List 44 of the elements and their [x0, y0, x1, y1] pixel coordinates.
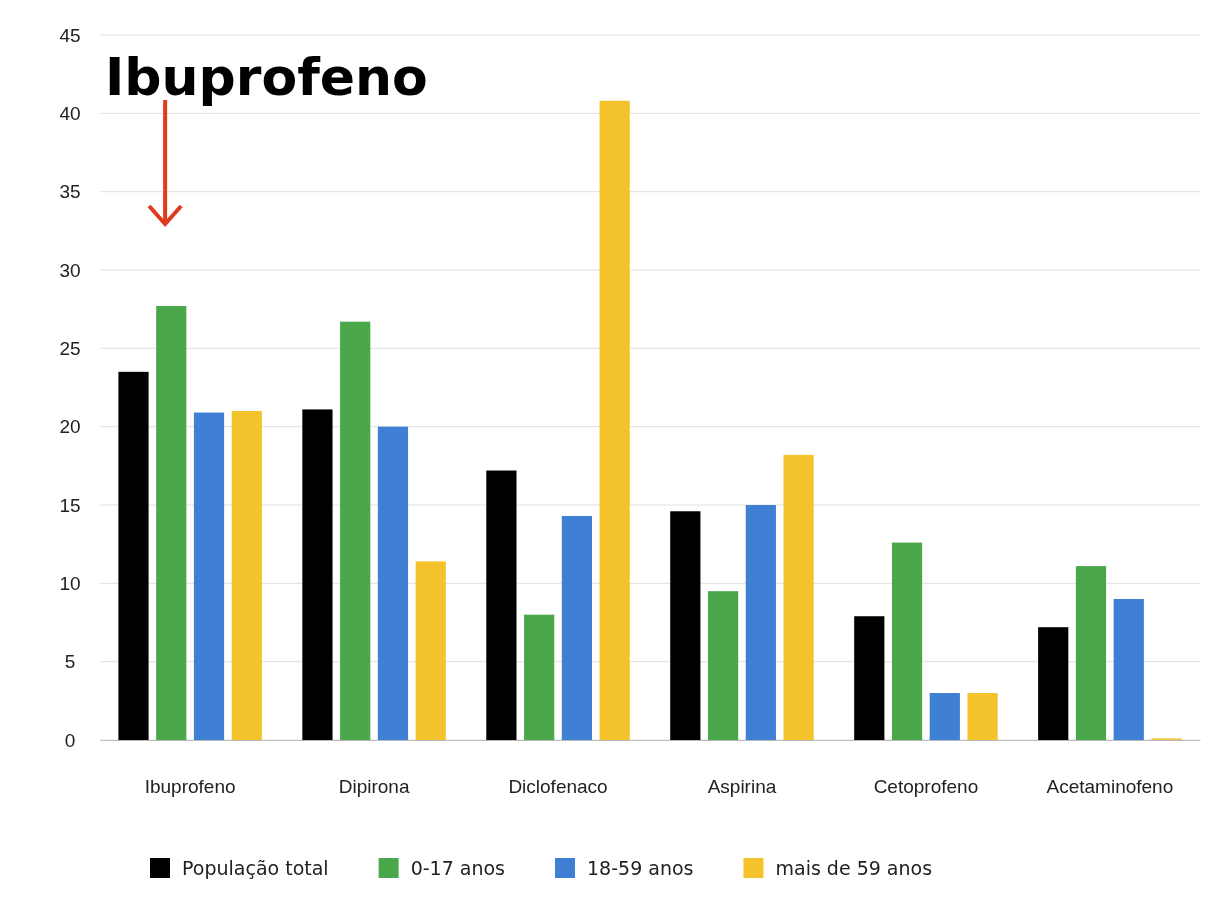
bar — [967, 693, 998, 740]
legend-label: 0-17 anos — [410, 857, 506, 879]
bar — [561, 515, 593, 740]
bar — [377, 426, 409, 740]
y-tick-label: 5 — [64, 651, 76, 673]
y-tick-label: 30 — [59, 259, 81, 281]
x-tick-label: Cetoprofeno — [873, 776, 979, 798]
legend-label: mais de 59 anos — [775, 857, 933, 879]
bar — [302, 409, 333, 740]
y-tick-label: 40 — [59, 102, 81, 124]
y-tick-label: 10 — [59, 572, 81, 594]
bar — [156, 306, 187, 740]
bar — [670, 511, 701, 740]
legend-label: 18-59 anos — [587, 857, 694, 879]
bar — [231, 411, 262, 740]
bar — [524, 614, 555, 740]
bar — [415, 561, 446, 740]
y-tick-label: 15 — [59, 494, 81, 516]
y-tick-label: 20 — [59, 416, 81, 438]
x-tick-label: Dipirona — [338, 776, 410, 798]
bar — [340, 321, 371, 740]
bar — [707, 591, 739, 740]
legend-label: População total — [182, 857, 329, 879]
x-tick-label: Ibuprofeno — [144, 776, 236, 798]
y-tick-label: 45 — [59, 24, 81, 46]
bar — [929, 693, 960, 740]
bar — [486, 470, 517, 740]
x-tick-label: Diclofenaco — [508, 776, 608, 798]
bar — [783, 454, 814, 740]
y-tick-label: 0 — [64, 729, 76, 751]
y-tick-label: 35 — [59, 181, 81, 203]
bar — [193, 412, 225, 740]
bar — [1075, 566, 1107, 740]
bar — [599, 100, 630, 740]
bar — [118, 371, 149, 740]
bar — [891, 542, 923, 740]
chart-title: Ibuprofeno — [105, 47, 428, 107]
x-tick-label: Acetaminofeno — [1046, 776, 1174, 798]
bar — [1038, 627, 1069, 740]
bar — [1113, 599, 1144, 740]
bar — [854, 616, 885, 740]
y-tick-label: 25 — [59, 337, 81, 359]
bar — [745, 505, 776, 740]
x-tick-label: Aspirina — [707, 776, 777, 798]
